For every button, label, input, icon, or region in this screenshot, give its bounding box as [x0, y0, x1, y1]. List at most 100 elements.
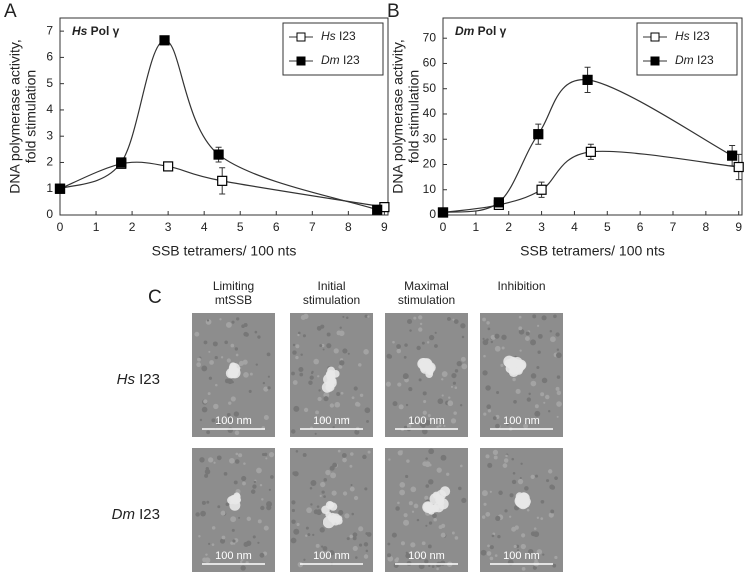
x-axis-label: SSB tetramers/ 100 nts [520, 243, 665, 259]
texture [359, 393, 364, 398]
texture [352, 532, 358, 538]
particle [230, 494, 241, 505]
texture [355, 556, 358, 559]
texture [234, 459, 240, 464]
texture [388, 458, 391, 461]
texture [322, 546, 328, 551]
texture [254, 330, 258, 334]
texture [211, 526, 216, 530]
scale-bar-label: 100 nm [215, 415, 252, 427]
texture [252, 484, 257, 489]
texture [438, 424, 442, 428]
texture [387, 553, 392, 558]
y-tick-label: 7 [46, 23, 53, 37]
texture [425, 457, 428, 460]
particle [439, 486, 451, 497]
texture [535, 474, 539, 478]
y-tick-label: 1 [46, 181, 53, 195]
y-tick-label: 0 [429, 207, 436, 221]
texture [481, 515, 486, 519]
x-tick-label: 5 [237, 220, 244, 234]
texture [236, 317, 240, 321]
texture [232, 539, 236, 543]
texture [505, 454, 508, 458]
texture [512, 377, 516, 382]
legend-box [282, 22, 384, 76]
texture [205, 553, 208, 556]
texture [342, 348, 348, 354]
texture [408, 501, 413, 506]
texture [243, 331, 249, 337]
texture [536, 324, 540, 327]
texture [540, 499, 545, 504]
texture [483, 354, 486, 358]
texture [396, 348, 402, 354]
texture [404, 520, 407, 523]
texture [487, 327, 491, 331]
particle [322, 516, 335, 529]
texture [406, 318, 413, 325]
data-point [727, 150, 738, 161]
texture [364, 314, 368, 318]
texture [252, 535, 256, 539]
texture [214, 355, 218, 360]
texture [418, 556, 421, 560]
texture [206, 319, 210, 322]
texture [509, 515, 512, 518]
texture [543, 401, 546, 404]
texture [460, 323, 466, 329]
texture [204, 557, 211, 564]
texture [298, 366, 304, 373]
texture [227, 416, 233, 422]
texture [312, 533, 315, 537]
texture [517, 478, 524, 485]
texture [291, 508, 295, 513]
texture [495, 515, 501, 521]
texture [405, 551, 409, 554]
texture [451, 373, 457, 379]
texture [229, 457, 235, 464]
texture [309, 486, 313, 490]
texture [217, 505, 221, 509]
texture [194, 331, 200, 337]
x-tick-label: 9 [735, 220, 742, 234]
chart-title: Dm Pol γ [455, 24, 507, 38]
texture [533, 531, 540, 538]
texture [256, 467, 262, 474]
x-tick-label: 3 [538, 220, 545, 234]
texture [540, 392, 545, 397]
texture [498, 490, 503, 496]
texture [409, 329, 412, 332]
texture [238, 360, 244, 366]
legend-label: Hs I23 [675, 29, 710, 43]
x-axis-label: SSB tetramers/ 100 nts [152, 243, 297, 259]
column-header: Maximal [404, 279, 449, 293]
data-point [159, 35, 170, 46]
texture [530, 380, 537, 387]
texture [387, 542, 391, 546]
texture [487, 544, 490, 548]
texture [211, 418, 216, 423]
texture [235, 353, 239, 357]
panel-label: C [148, 287, 162, 308]
texture [317, 396, 322, 402]
texture [487, 462, 493, 468]
x-tick-label: 6 [273, 220, 280, 234]
texture [556, 415, 559, 418]
texture [485, 454, 490, 459]
texture [215, 383, 218, 387]
texture [480, 549, 487, 556]
texture [485, 385, 491, 391]
x-tick-label: 4 [571, 220, 578, 234]
texture [495, 423, 500, 429]
column-header: mtSSB [215, 293, 252, 307]
column-header: stimulation [398, 293, 455, 307]
texture [238, 516, 241, 519]
texture [452, 381, 456, 385]
texture [426, 341, 430, 344]
texture [240, 558, 244, 562]
texture [524, 486, 529, 491]
texture [320, 481, 326, 488]
texture [322, 348, 325, 351]
texture [504, 509, 508, 513]
